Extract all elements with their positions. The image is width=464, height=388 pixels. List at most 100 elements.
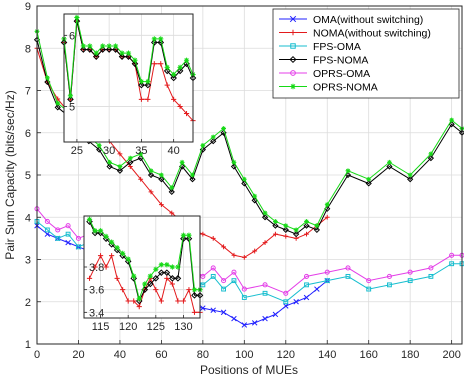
series-fps-oma-point xyxy=(231,278,237,284)
series-noma-without-switching-point xyxy=(148,189,154,195)
series-oprs-oma-point xyxy=(221,278,227,284)
series-fps-oma-point xyxy=(76,244,81,250)
series-oprs-noma-point xyxy=(366,176,372,182)
series-oma-without-switching-point xyxy=(220,309,227,316)
series-oprs-oma-point xyxy=(44,218,50,225)
series-noma-without-switching-point xyxy=(304,231,309,237)
series-oprs-noma-point xyxy=(190,172,195,178)
series-noma-without-switching-point xyxy=(231,252,237,258)
series-fps-oma-point xyxy=(345,273,351,279)
inset-x-tick-label: 30 xyxy=(103,145,115,157)
x-tick-label: 100 xyxy=(235,349,253,361)
series-fps-noma-point xyxy=(427,154,435,162)
inset-x-tick-label: 130 xyxy=(174,321,192,333)
inset-zoom-25-40: 25 30 35 40 5 6 xyxy=(60,13,197,157)
inset-series-noma-without-switching-point xyxy=(145,96,151,102)
inset-series-fps-noma-point xyxy=(105,46,113,53)
inset-series-oprs-noma-point xyxy=(164,262,170,268)
inset-series-oprs-noma-point xyxy=(180,232,187,238)
inset-series-fps-noma-point xyxy=(174,275,182,282)
legend-oprs-oma-marker xyxy=(290,70,296,76)
inset-series-noma-without-switching-point xyxy=(125,298,131,304)
series-fps-oma-point xyxy=(366,286,372,292)
series-fps-oma-point xyxy=(407,278,413,284)
inset-y-tick-label: 3.4 xyxy=(89,307,104,319)
inset-series-noma-without-switching-point xyxy=(138,96,144,102)
inset-series-oprs-noma-point xyxy=(158,262,164,268)
series-fps-noma-point xyxy=(293,231,300,238)
inset-series-oprs-noma-point xyxy=(147,273,153,279)
y-tick-label: 7 xyxy=(25,86,31,98)
series-oprs-noma-point xyxy=(304,219,309,224)
inset-series-noma-without-switching-point xyxy=(171,96,177,102)
series-oma-without-switching-point xyxy=(200,305,206,311)
inset-series-oprs-noma-point xyxy=(97,228,104,234)
series-oprs-noma-point xyxy=(252,193,258,199)
inset-series-fps-noma-point xyxy=(112,46,119,53)
inset-series-fps-noma-point xyxy=(152,275,160,282)
series-noma-without-switching-point xyxy=(283,233,289,239)
series-fps-oma-point xyxy=(262,290,268,296)
inset-series-oprs-noma-point xyxy=(131,273,137,279)
series-oprs-noma-point xyxy=(55,100,61,106)
inset-series-oprs-noma-point xyxy=(153,266,159,272)
series-oprs-oma-point xyxy=(75,235,82,241)
inset-series-oprs-noma-point xyxy=(171,71,177,78)
inset-series-noma-without-switching-point xyxy=(164,82,170,88)
inset-series-oprs-noma-point xyxy=(109,239,115,245)
legend-oprs-noma-label: OPRS-NOMA xyxy=(313,82,378,94)
inset-series-noma-without-switching-point xyxy=(180,298,187,304)
inset-series-noma-without-switching-point xyxy=(151,61,157,67)
inset-series-noma-without-switching-point xyxy=(103,264,109,270)
series-fps-noma-point xyxy=(303,222,310,229)
series-oprs-oma-point xyxy=(283,290,289,296)
series-oprs-oma-point xyxy=(210,265,216,271)
inset-series-oprs-noma-point xyxy=(106,43,112,49)
inset-series-noma-without-switching-point xyxy=(164,275,170,281)
y-tick-label: 8 xyxy=(25,43,31,55)
inset-series-noma-without-switching-point xyxy=(175,298,181,304)
inset-series-noma-without-switching-point xyxy=(92,264,98,270)
x-tick-label: 180 xyxy=(401,349,419,361)
x-tick-label: 200 xyxy=(442,349,460,361)
series-oprs-noma-point xyxy=(158,172,164,178)
series-fps-oma-point xyxy=(200,282,206,288)
series-oprs-oma-point xyxy=(241,286,247,292)
inset-series-fps-noma-point xyxy=(180,235,187,242)
series-oprs-noma-point xyxy=(241,176,247,182)
series-noma-without-switching-point xyxy=(138,176,144,182)
series-oprs-noma-point xyxy=(231,159,237,165)
x-tick-label: 140 xyxy=(318,349,336,361)
inset-series-fps-noma-point xyxy=(138,81,145,89)
series-fps-noma-point xyxy=(365,180,372,187)
inset-series-fps-noma-point xyxy=(150,39,158,46)
legend: OMA(without switching) NOMA(without switc… xyxy=(272,8,460,99)
series-fps-noma-point xyxy=(313,226,320,234)
series-fps-noma-point xyxy=(106,163,113,170)
series-oma-without-switching-point xyxy=(293,298,299,305)
inset-series-fps-noma-point xyxy=(163,269,171,276)
series-fps-noma-point xyxy=(168,188,175,196)
inset-series-oprs-noma-point xyxy=(103,233,109,239)
series-oma-without-switching-point xyxy=(272,311,279,318)
series-oprs-noma-point xyxy=(407,172,413,178)
y-tick-label: 5 xyxy=(25,170,31,182)
inset-series-oprs-noma-point xyxy=(119,50,125,56)
series-oprs-noma-point xyxy=(107,159,112,165)
series-noma-without-switching-point xyxy=(262,240,268,245)
series-noma-without-switching-point xyxy=(210,235,216,241)
legend-oma-without-switching-label: OMA(without switching) xyxy=(313,14,423,26)
inset-y-tick-label: 3.8 xyxy=(89,262,104,274)
inset-series-fps-noma-point xyxy=(191,292,198,299)
series-oma-without-switching-point xyxy=(283,303,289,309)
inset-series-oprs-noma-point xyxy=(164,64,170,70)
legend-oprs-noma-marker xyxy=(290,83,296,90)
legend-oma-without-switching-marker xyxy=(289,15,297,23)
inset-series-oprs-noma-point xyxy=(177,64,183,70)
series-oprs-noma-point xyxy=(44,75,50,81)
x-axis-label: Positions of MUEs xyxy=(200,363,298,377)
inset-x-tick-label: 25 xyxy=(71,145,83,157)
series-oprs-oma-point xyxy=(345,265,351,271)
inset-series-oprs-noma-point xyxy=(92,228,98,234)
series-fps-noma-point xyxy=(210,138,217,145)
